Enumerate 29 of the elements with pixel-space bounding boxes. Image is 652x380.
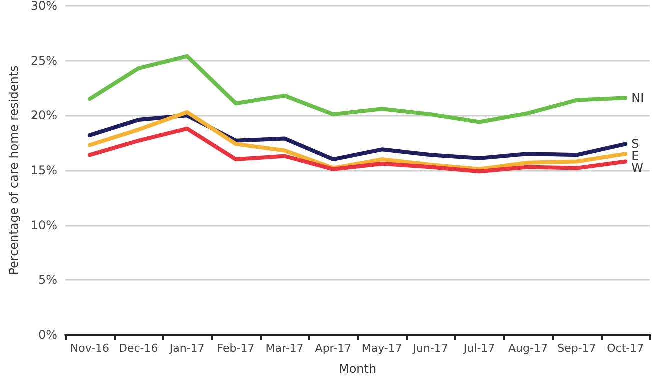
x-axis-title: Month	[338, 362, 377, 376]
series-label: E	[632, 149, 640, 164]
y-tick-label: 25%	[30, 54, 58, 68]
x-tick-label: Jan-17	[168, 342, 205, 355]
x-tick-label: Mar-17	[266, 342, 304, 355]
series-label: W	[632, 161, 644, 176]
x-tick-label: Dec-16	[118, 342, 158, 355]
x-tick-label: Oct-17	[607, 342, 644, 355]
x-tick-label: Feb-17	[217, 342, 255, 355]
x-tick-label: Apr-17	[315, 342, 352, 355]
y-axis-title: Percentage of care home residents	[7, 66, 21, 276]
x-tick-label: Aug-17	[508, 342, 548, 355]
x-tick-label: Jul-17	[462, 342, 496, 355]
series-label: S	[632, 137, 640, 152]
y-tick-label: 15%	[30, 164, 58, 178]
y-tick-label: 0%	[38, 328, 58, 342]
line-series	[88, 110, 628, 172]
y-tick-label: 10%	[30, 218, 58, 232]
y-tick-label: 20%	[30, 108, 58, 123]
line-series	[88, 54, 628, 124]
series-label: NI	[632, 91, 644, 106]
x-tick-label: May-17	[362, 342, 402, 355]
line-series	[88, 126, 628, 174]
x-tick-label: Nov-16	[70, 342, 110, 355]
y-tick-label: 30%	[30, 0, 58, 13]
x-tick-label: Jun-17	[412, 342, 448, 355]
x-tick-label: Sep-17	[558, 342, 596, 355]
y-tick-label: 5%	[38, 273, 58, 288]
line-series	[88, 114, 628, 162]
